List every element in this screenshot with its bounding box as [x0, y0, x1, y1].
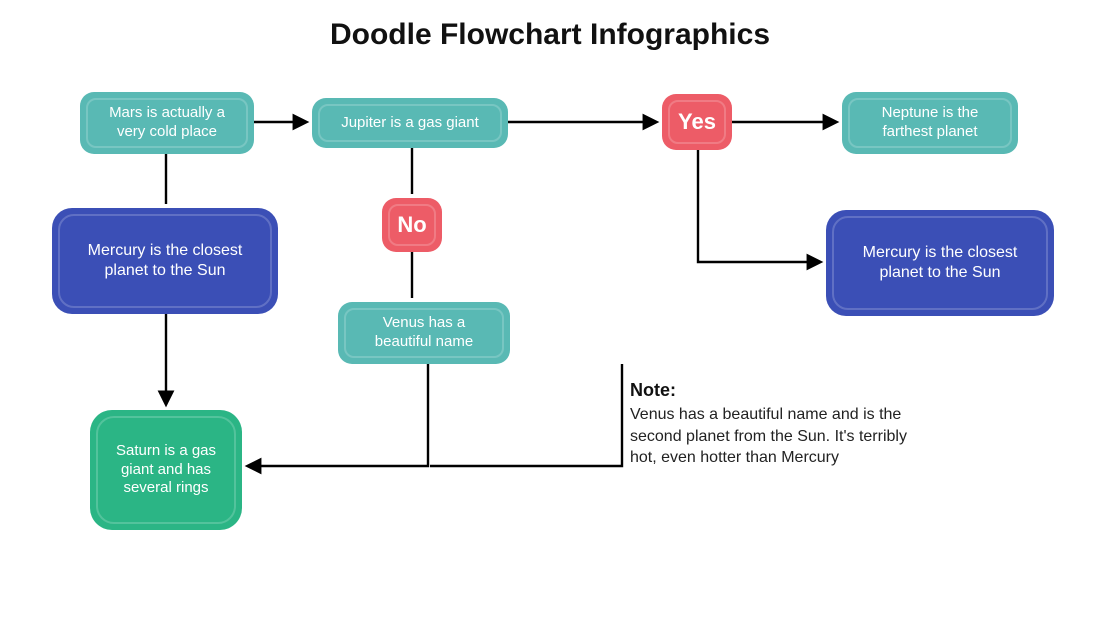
node-label: Venus has a beautiful name: [375, 314, 473, 352]
node-label: Jupiter is a gas giant: [341, 114, 479, 133]
node-label: No: [397, 211, 426, 239]
node-no: No: [382, 198, 442, 252]
edge-yes-mercury2: [698, 150, 820, 262]
node-label: Saturn is a gas giant and has several ri…: [116, 442, 216, 498]
node-mercury1: Mercury is the closest planet to the Sun: [52, 208, 278, 314]
node-label: Mercury is the closest planet to the Sun: [863, 243, 1018, 283]
node-venus: Venus has a beautiful name: [338, 302, 510, 364]
note-title: Note:: [630, 380, 676, 401]
note-body: Venus has a beautiful name and is the se…: [630, 404, 907, 469]
node-mercury2: Mercury is the closest planet to the Sun: [826, 210, 1054, 316]
node-label: Mars is actually a very cold place: [109, 104, 225, 142]
node-jupiter: Jupiter is a gas giant: [312, 98, 508, 148]
edge-note-venus_b: [430, 364, 622, 466]
node-yes: Yes: [662, 94, 732, 150]
node-label: Neptune is the farthest planet: [882, 104, 979, 142]
node-saturn: Saturn is a gas giant and has several ri…: [90, 410, 242, 530]
node-label: Yes: [678, 108, 716, 136]
node-mars: Mars is actually a very cold place: [80, 92, 254, 154]
edge-venus-saturn_b: [248, 364, 428, 466]
node-label: Mercury is the closest planet to the Sun: [88, 241, 243, 281]
node-neptune: Neptune is the farthest planet: [842, 92, 1018, 154]
page-title: Doodle Flowchart Infographics: [0, 18, 1100, 52]
flowchart-canvas: Doodle Flowchart Infographics Mars is ac…: [0, 0, 1100, 619]
